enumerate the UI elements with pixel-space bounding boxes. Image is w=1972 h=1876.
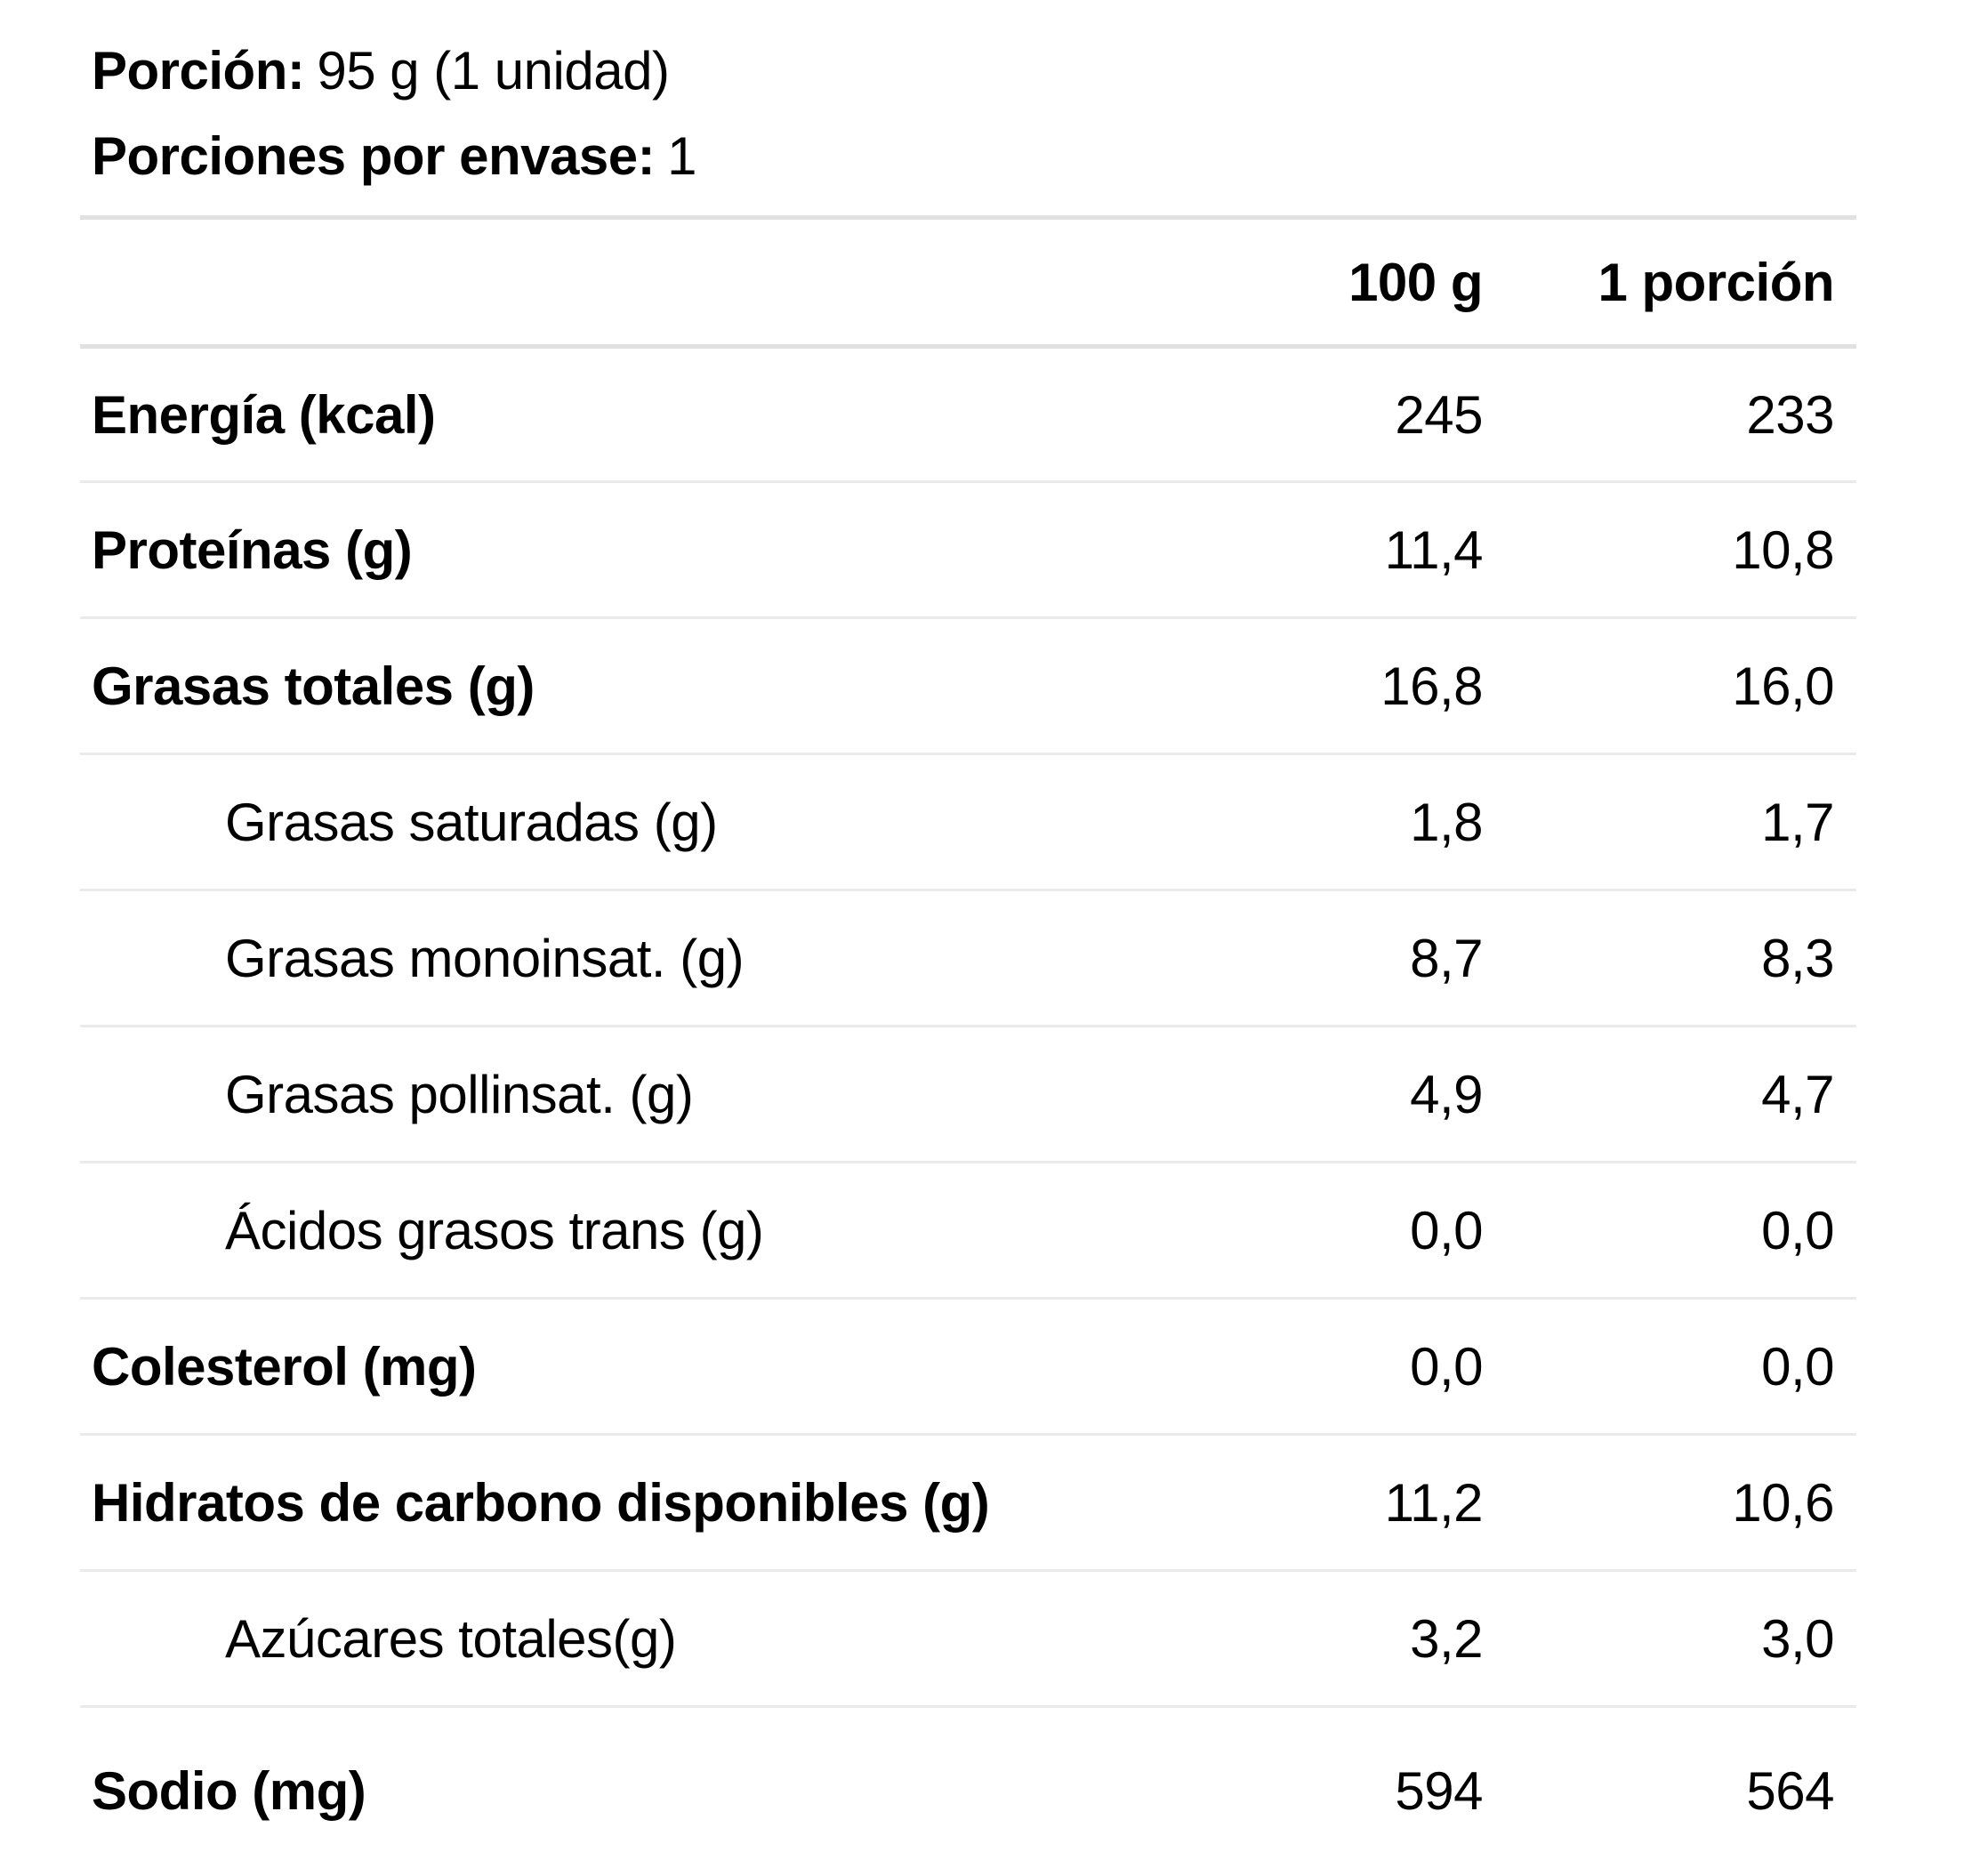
table-row: Ácidos grasos trans (g) 0,0 0,0 bbox=[80, 1161, 1856, 1297]
value-per-100g: 3,2 bbox=[1410, 1608, 1483, 1669]
column-header-100g: 100 g bbox=[1348, 252, 1483, 312]
value-per-100g: 245 bbox=[1395, 384, 1483, 445]
value-per-portion: 0,0 bbox=[1761, 1200, 1834, 1260]
table-row: Grasas monoinsat. (g) 8,7 8,3 bbox=[80, 889, 1856, 1025]
value-per-portion: 233 bbox=[1746, 384, 1834, 445]
row-label: Azúcares totales(g) bbox=[225, 1608, 677, 1669]
nutrition-table: 100 g 1 porción Energía (kcal) 245 233 Prot… bbox=[80, 215, 1856, 1874]
value-per-100g: 0,0 bbox=[1410, 1336, 1483, 1397]
value-per-portion: 1,7 bbox=[1761, 792, 1834, 852]
table-row: Proteínas (g) 11,4 10,8 bbox=[80, 480, 1856, 616]
column-header-1porcion: 1 porción bbox=[1598, 252, 1834, 312]
value-per-100g: 594 bbox=[1395, 1761, 1483, 1821]
table-row: Grasas saturadas (g) 1,8 1,7 bbox=[80, 753, 1856, 889]
table-row: Grasas totales (g) 16,8 16,0 bbox=[80, 616, 1856, 753]
table-header-row: 100 g 1 porción bbox=[80, 220, 1856, 349]
value-per-100g: 11,4 bbox=[1384, 519, 1484, 580]
value-per-portion: 8,3 bbox=[1761, 928, 1834, 988]
row-label: Grasas totales (g) bbox=[92, 656, 535, 716]
row-label: Energía (kcal) bbox=[92, 384, 436, 445]
value-per-100g: 1,8 bbox=[1410, 792, 1483, 852]
value-per-100g: 4,9 bbox=[1410, 1064, 1483, 1124]
value-per-portion: 4,7 bbox=[1761, 1064, 1834, 1124]
servings-label: Porciones por envase: bbox=[92, 126, 656, 186]
portion-line: Porción: 95 g (1 unidad) bbox=[92, 28, 1972, 114]
table-row: Colesterol (mg) 0,0 0,0 bbox=[80, 1297, 1856, 1433]
portion-label: Porción: bbox=[92, 41, 305, 101]
serving-info: Porción: 95 g (1 unidad) Porciones por en… bbox=[0, 0, 1972, 199]
servings-value: 1 bbox=[667, 126, 696, 186]
row-label: Grasas monoinsat. (g) bbox=[225, 928, 745, 988]
portion-value: 95 g (1 unidad) bbox=[317, 41, 670, 101]
row-label: Grasas pollinsat. (g) bbox=[225, 1064, 694, 1124]
table-row: Energía (kcal) 245 233 bbox=[80, 349, 1856, 480]
row-label: Ácidos grasos trans (g) bbox=[225, 1200, 764, 1260]
table-row: Grasas pollinsat. (g) 4,9 4,7 bbox=[80, 1025, 1856, 1161]
table-row: Sodio (mg) 594 564 bbox=[80, 1705, 1856, 1874]
value-per-portion: 0,0 bbox=[1761, 1336, 1834, 1397]
value-per-100g: 11,2 bbox=[1384, 1472, 1484, 1533]
table-row: Azúcares totales(g) 3,2 3,0 bbox=[80, 1569, 1856, 1705]
row-label: Grasas saturadas (g) bbox=[225, 792, 718, 852]
value-per-100g: 16,8 bbox=[1380, 656, 1483, 716]
row-label: Sodio (mg) bbox=[92, 1761, 366, 1821]
value-per-100g: 8,7 bbox=[1410, 928, 1483, 988]
row-label: Hidratos de carbono disponibles (g) bbox=[92, 1472, 990, 1533]
servings-line: Porciones por envase: 1 bbox=[92, 114, 1972, 199]
value-per-portion: 10,6 bbox=[1732, 1472, 1834, 1533]
value-per-portion: 564 bbox=[1746, 1761, 1834, 1821]
value-per-100g: 0,0 bbox=[1410, 1200, 1483, 1260]
table-body: Energía (kcal) 245 233 Proteínas (g) 11,4 10,… bbox=[80, 349, 1856, 1874]
row-label: Proteínas (g) bbox=[92, 519, 413, 580]
value-per-portion: 3,0 bbox=[1761, 1608, 1834, 1669]
table-row: Hidratos de carbono disponibles (g) 11,2 1… bbox=[80, 1433, 1856, 1569]
value-per-portion: 10,8 bbox=[1732, 519, 1834, 580]
value-per-portion: 16,0 bbox=[1732, 656, 1834, 716]
row-label: Colesterol (mg) bbox=[92, 1336, 477, 1397]
